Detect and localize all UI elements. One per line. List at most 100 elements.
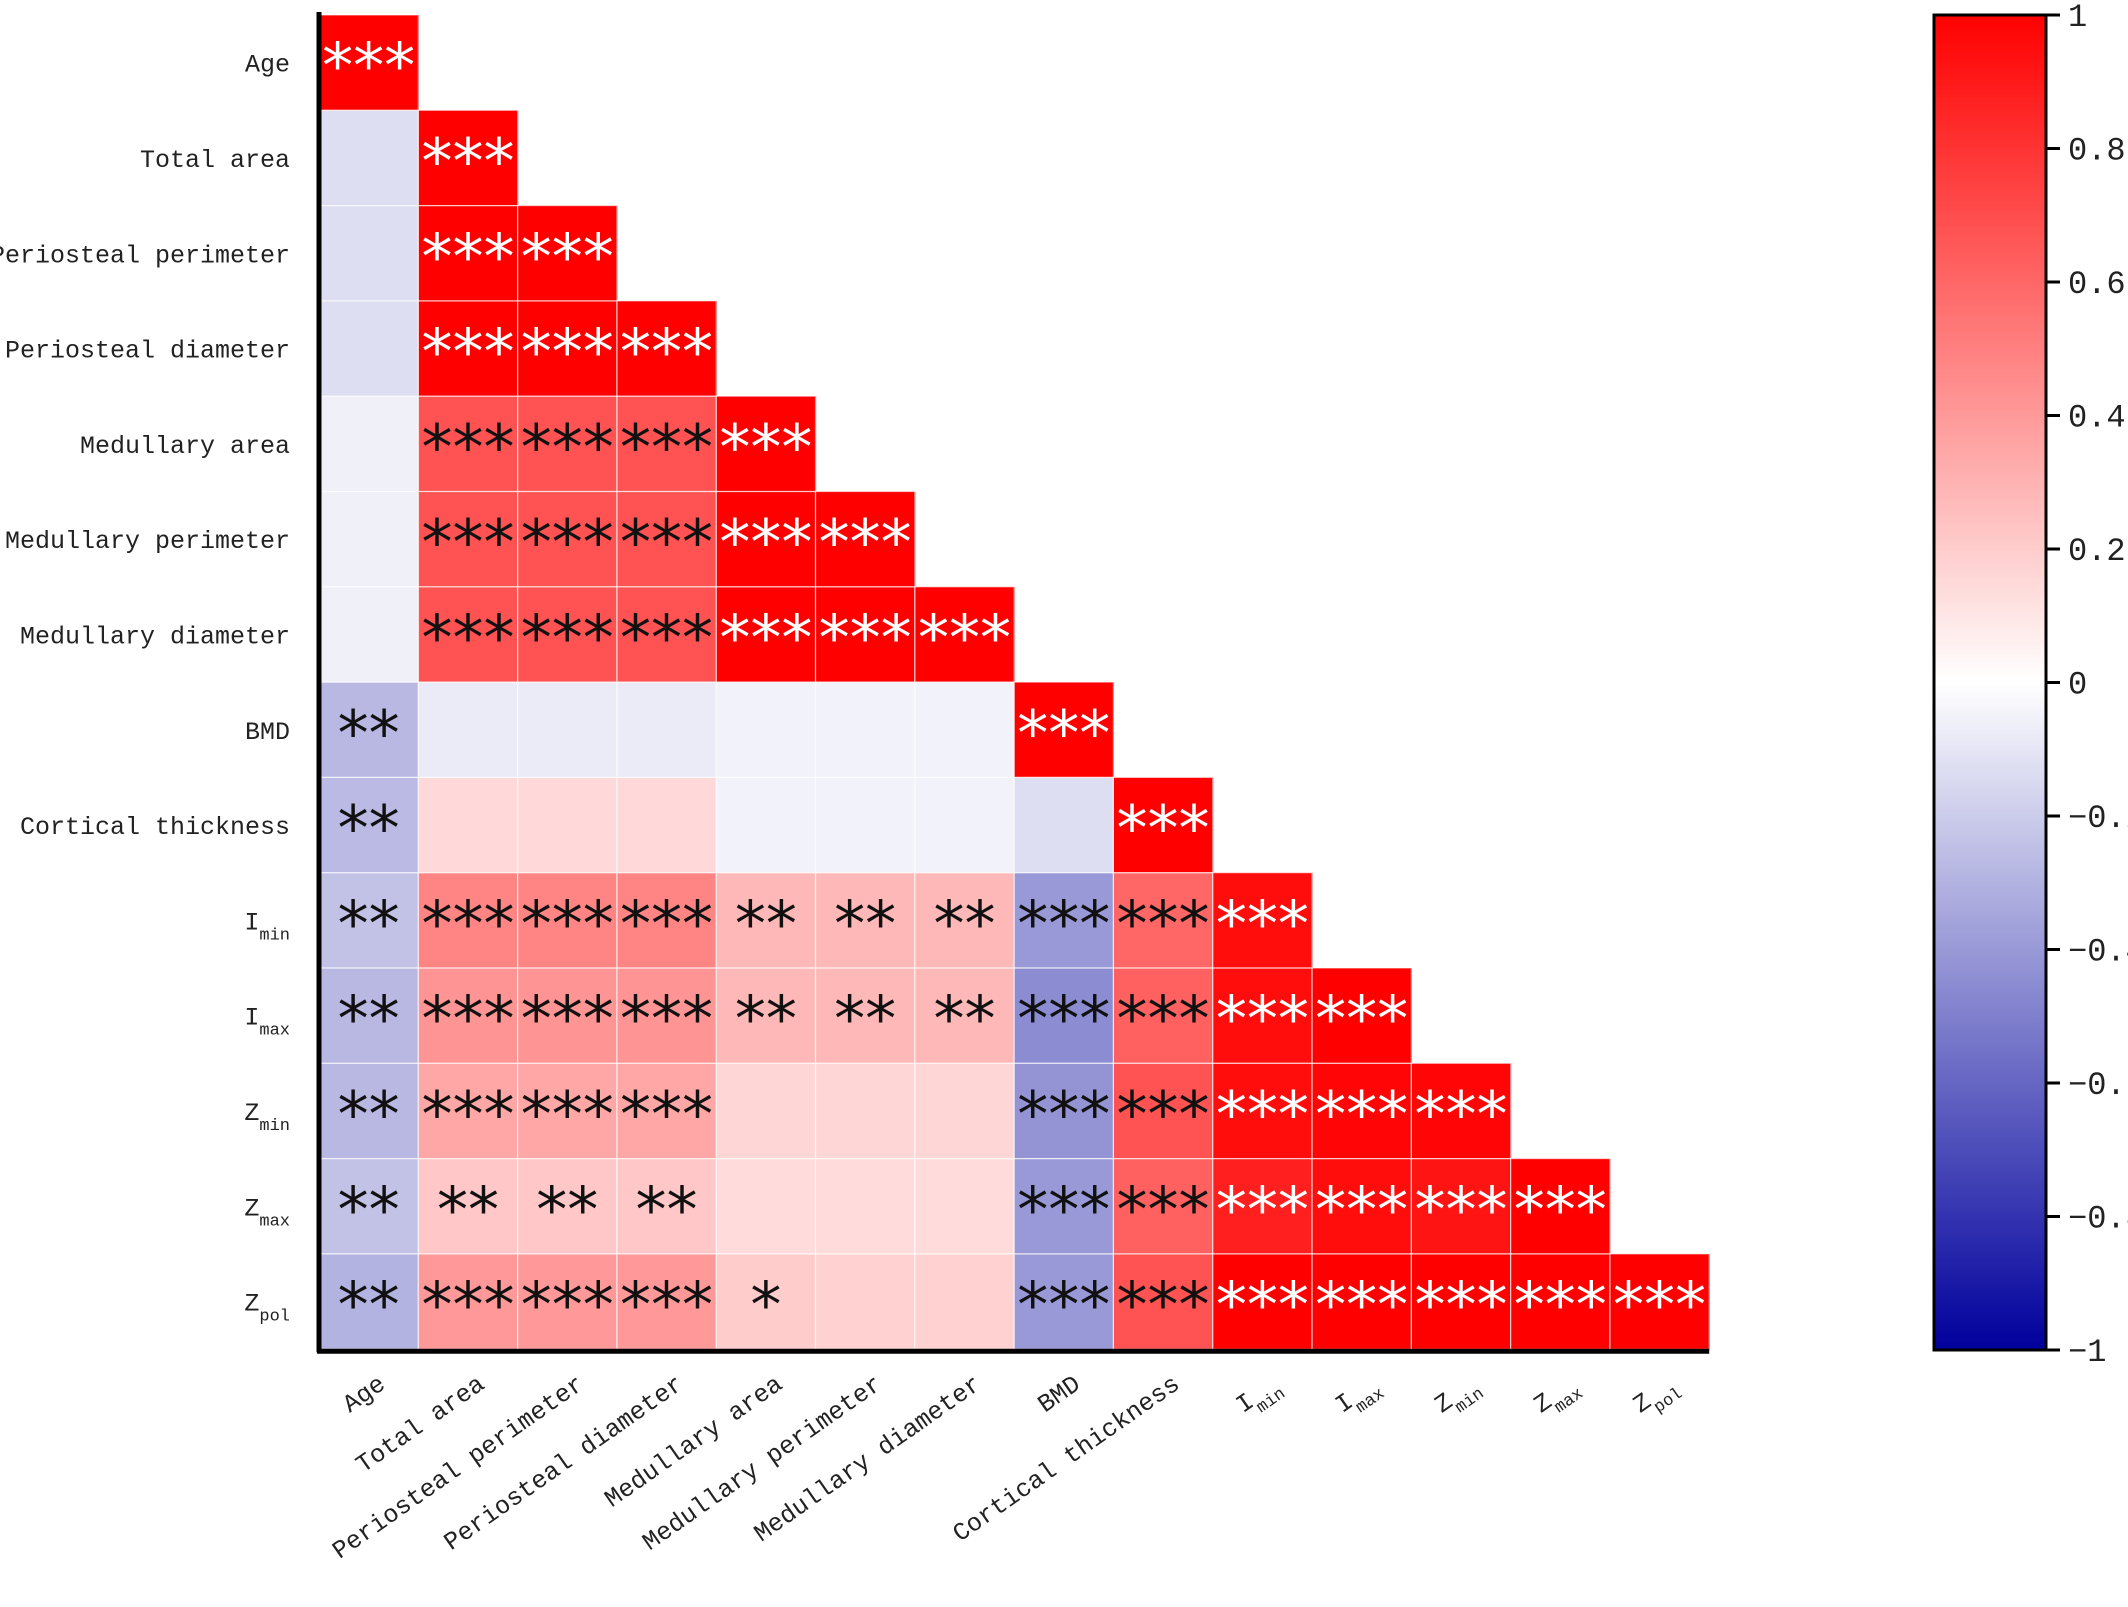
significance-marker: *** bbox=[521, 506, 614, 579]
heatmap-cell bbox=[1510, 1158, 1611, 1255]
significance-marker: ** bbox=[933, 887, 995, 960]
significance-marker: *** bbox=[421, 411, 514, 484]
significance-marker: *** bbox=[1117, 1269, 1210, 1342]
heatmap-cell bbox=[319, 777, 419, 874]
significance-marker: *** bbox=[322, 30, 415, 103]
heatmap-cell bbox=[716, 1158, 817, 1255]
heatmap-cell bbox=[319, 1063, 419, 1160]
heatmap-cell bbox=[418, 1063, 519, 1160]
significance-marker: ** bbox=[834, 983, 896, 1056]
significance-marker: *** bbox=[1017, 1269, 1110, 1342]
significance-marker: *** bbox=[1117, 887, 1210, 960]
significance-marker: *** bbox=[421, 506, 514, 579]
heatmap-cell bbox=[716, 491, 817, 588]
heatmap-cell bbox=[616, 872, 717, 969]
heatmap-cell bbox=[716, 396, 817, 493]
significance-marker: *** bbox=[1315, 1269, 1408, 1342]
heatmap-cell bbox=[1312, 1253, 1412, 1350]
heatmap-cell bbox=[616, 968, 717, 1064]
colorbar-tick-label: 1 bbox=[2068, 0, 2087, 36]
significance-marker: ** bbox=[735, 983, 797, 1056]
significance-marker: * bbox=[750, 1269, 781, 1342]
colorbar-tick-label: −0.6 bbox=[2068, 1067, 2128, 1104]
significance-marker: *** bbox=[719, 506, 812, 579]
significance-marker: *** bbox=[1216, 1269, 1309, 1342]
heatmap-cell bbox=[418, 1158, 519, 1255]
heatmap-cell bbox=[517, 968, 618, 1064]
significance-marker: ** bbox=[437, 1173, 499, 1246]
significance-marker: *** bbox=[421, 601, 514, 674]
column-label-i-min: Imin bbox=[1231, 1370, 1290, 1426]
row-label-medullary-area: Medullary area bbox=[80, 432, 290, 461]
row-label-cortical-thickness: Cortical thickness bbox=[20, 813, 290, 842]
heatmap-cell bbox=[517, 682, 618, 778]
heatmap-cell bbox=[418, 491, 519, 588]
significance-marker: *** bbox=[620, 887, 713, 960]
row-label-total-area: Total area bbox=[140, 146, 290, 175]
significance-marker: *** bbox=[1216, 983, 1309, 1056]
heatmap-cell bbox=[616, 300, 717, 397]
heatmap-cell bbox=[1113, 1063, 1214, 1160]
significance-marker: *** bbox=[421, 983, 514, 1056]
heatmap-cell bbox=[517, 586, 618, 683]
heatmap-cell bbox=[1212, 968, 1313, 1064]
column-label-z-pol: Zpol bbox=[1628, 1370, 1687, 1426]
heatmap-cell bbox=[815, 1158, 916, 1255]
heatmap-cell bbox=[1510, 1253, 1611, 1350]
significance-marker: *** bbox=[1216, 1173, 1309, 1246]
heatmap-cell bbox=[319, 15, 419, 111]
significance-marker: ** bbox=[338, 1173, 400, 1246]
significance-marker: *** bbox=[1017, 887, 1110, 960]
heatmap-cell bbox=[418, 682, 519, 778]
colorbar-tick-label: 0 bbox=[2068, 667, 2087, 704]
significance-marker: *** bbox=[1414, 1173, 1507, 1246]
heatmap-cell bbox=[815, 682, 916, 778]
heatmap-cell bbox=[319, 872, 419, 969]
row-labels: Age Total area Periosteal perimeter Periost… bbox=[0, 51, 290, 1327]
significance-marker: *** bbox=[421, 125, 514, 198]
heatmap-cell bbox=[418, 968, 519, 1064]
heatmap-cell bbox=[517, 396, 618, 493]
colorbar-tick-label: −0.4 bbox=[2068, 934, 2128, 971]
row-label-age: Age bbox=[245, 51, 290, 80]
heatmap-cell bbox=[517, 300, 618, 397]
heatmap-cell bbox=[616, 491, 717, 588]
row-label-periosteal-perimeter: Periosteal perimeter bbox=[0, 241, 290, 270]
heatmap-cell bbox=[815, 872, 916, 969]
heatmap-cell bbox=[815, 777, 916, 874]
column-label-z-max: Zmax bbox=[1529, 1370, 1588, 1426]
heatmap-cell bbox=[517, 1063, 618, 1160]
significance-marker: *** bbox=[1613, 1269, 1706, 1342]
heatmap-cell bbox=[418, 110, 519, 207]
significance-marker: *** bbox=[1017, 697, 1110, 770]
row-label-medullary-perimeter: Medullary perimeter bbox=[5, 527, 290, 556]
significance-marker: *** bbox=[620, 411, 713, 484]
heatmap-cell bbox=[1113, 968, 1214, 1064]
heatmap-cell bbox=[1312, 1063, 1412, 1160]
row-label-bmd: BMD bbox=[245, 718, 290, 747]
colorbar-tick-label: 0.6 bbox=[2068, 266, 2126, 303]
heatmap-cell bbox=[1014, 968, 1114, 1064]
colorbar: 1 0.8 0.6 0.4 0.2 0 −0.2 −0.4 −0.6 −0.8 −1 bbox=[1932, 0, 2128, 1371]
heatmap-cell bbox=[616, 1063, 717, 1160]
colorbar-tick-label: −1 bbox=[2068, 1334, 2106, 1371]
significance-marker: *** bbox=[1117, 1078, 1210, 1151]
significance-marker: *** bbox=[521, 220, 614, 293]
significance-marker: *** bbox=[521, 887, 614, 960]
significance-marker: *** bbox=[421, 887, 514, 960]
heatmap-cell bbox=[1312, 968, 1412, 1064]
heatmap-cell bbox=[1113, 1253, 1214, 1350]
heatmap-cell bbox=[418, 396, 519, 493]
row-label-z-pol: Zpol bbox=[244, 1290, 290, 1327]
heatmap-cell bbox=[616, 1253, 717, 1350]
heatmap-cell bbox=[1113, 1158, 1214, 1255]
heatmap-cell bbox=[418, 777, 519, 874]
heatmap-cell bbox=[716, 586, 817, 683]
significance-marker: *** bbox=[1216, 1078, 1309, 1151]
heatmap-cell bbox=[1212, 872, 1313, 969]
heatmap-cell bbox=[716, 968, 817, 1064]
heatmap-cell bbox=[815, 586, 916, 683]
heatmap-cell bbox=[1014, 1158, 1114, 1255]
